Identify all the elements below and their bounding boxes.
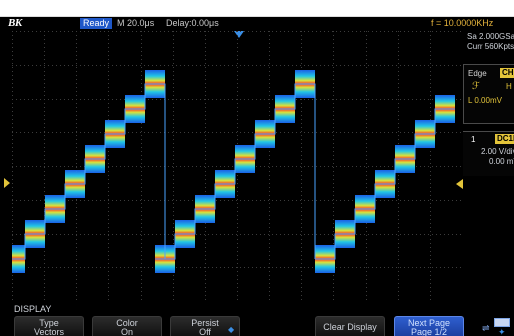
next-page-softkey[interactable]: Next Page Page 1/2: [394, 316, 464, 336]
trigger-level-marker-icon[interactable]: [456, 179, 463, 189]
frequency-readout: f = 10.0000KHz: [431, 18, 494, 28]
channel-coupling: DC1M: [495, 134, 514, 144]
status-bar: BK Ready M 20.0μs Delay:0.00μs f = 10.00…: [0, 17, 514, 30]
type-label: Type: [39, 318, 59, 328]
trigger-info-box[interactable]: Edge CH1 ℱ H L 0.00mV: [463, 64, 514, 124]
sample-rate: Sa 2.000GSa/s: [467, 32, 514, 41]
brand-logo: BK: [8, 17, 22, 29]
timebase-readout[interactable]: M 20.0μs: [117, 18, 155, 28]
color-value: On: [120, 327, 133, 336]
trigger-level: L 0.00mV: [468, 96, 502, 105]
persist-softkey[interactable]: Persist Off: [170, 316, 240, 336]
usb-icon: ⇌: [482, 323, 490, 333]
channel-offset: 0.00 mV: [489, 157, 514, 166]
next-page-label: Next Page: [407, 318, 451, 328]
run-status-badge: Ready: [80, 18, 113, 29]
channel-number: 1: [471, 135, 476, 144]
network-icon: ✦: [498, 327, 506, 336]
delay-readout[interactable]: Delay:0.00μs: [166, 18, 219, 28]
battery-icon: [494, 318, 510, 327]
clear-display-label: Clear Display: [323, 322, 377, 332]
persist-value: Off: [199, 327, 211, 336]
clear-display-softkey[interactable]: Clear Display: [315, 316, 385, 336]
acquisition-info: Sa 2.000GSa/s Curr 560Kpts: [467, 32, 514, 52]
scope-screen: BK Ready M 20.0μs Delay:0.00μs f = 10.00…: [0, 17, 514, 336]
color-label: Color: [116, 318, 138, 328]
rising-edge-icon: ℱ: [472, 81, 480, 92]
waveform-grid: [12, 31, 462, 301]
menu-title: DISPLAY: [14, 304, 52, 314]
trigger-source: CH1: [500, 68, 514, 78]
trigger-position-marker-icon[interactable]: [234, 31, 244, 38]
waveform-trace: [12, 83, 455, 260]
ch1-level-marker-icon[interactable]: [4, 178, 10, 188]
persist-label: Persist: [191, 318, 219, 328]
type-value: Vectors: [33, 327, 64, 336]
next-page-value: Page 1/2: [410, 327, 448, 336]
top-strip: [0, 0, 514, 17]
trigger-type: Edge: [468, 69, 487, 78]
type-softkey[interactable]: Type Vectors: [14, 316, 84, 336]
memory-depth: Curr 560Kpts: [467, 42, 514, 51]
volts-per-div: 2.00 V/div: [481, 147, 514, 156]
corner-status-icons: ⇌ ✦: [478, 318, 514, 336]
channel1-info-box[interactable]: 1 DC1M 2.00 V/div 0.00 mV: [463, 131, 514, 176]
color-softkey[interactable]: Color On: [92, 316, 162, 336]
adjust-knob-icon: ◆: [228, 325, 235, 334]
softkey-menu: DISPLAY Type Vectors Color On Persist Of…: [0, 304, 514, 336]
trigger-coupling: H: [506, 82, 512, 91]
